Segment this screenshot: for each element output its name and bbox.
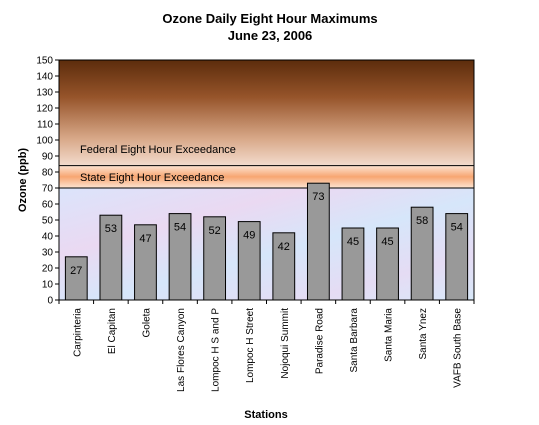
x-tick-label: Lompoc H Street [245, 308, 256, 383]
threshold-bands: State Eight Hour Exceedance Federal Eight… [58, 59, 475, 301]
bar-value-label: 45 [347, 236, 359, 248]
x-tick-label: Las Flores Canyon [176, 308, 187, 392]
chart-subtitle: June 23, 2006 [228, 28, 313, 43]
x-tick-label: Lompoc H S and P [211, 308, 222, 392]
x-axis: Carpinteria El Capitan Goleta Las Flores Ca… [58, 299, 475, 392]
x-tick-label: Santa Barbara [349, 308, 360, 373]
x-tick-label: Carpinteria [72, 308, 83, 357]
y-tick-label: 60 [42, 200, 54, 211]
bar-value-label: 47 [139, 233, 151, 245]
y-tick-label: 120 [36, 104, 53, 115]
bar [64, 256, 88, 301]
y-tick-label: 130 [36, 88, 53, 99]
y-tick-label: 40 [42, 232, 54, 243]
x-tick-label: Santa Maria [384, 308, 395, 362]
state-exceedance-band [59, 165, 474, 188]
y-tick-label: 0 [47, 296, 53, 307]
threshold-label: Federal Eight Hour Exceedance [80, 144, 236, 156]
y-tick-label: 90 [42, 152, 54, 163]
y-tick-label: 110 [37, 120, 53, 131]
bar-value-label: 73 [312, 191, 324, 203]
y-tick-label: 70 [42, 184, 54, 195]
y-tick-label: 50 [42, 216, 54, 227]
bar-value-label: 42 [278, 241, 290, 253]
y-axis: 0 10 20 30 40 50 60 70 80 90 100 110 120 130 140 150 [36, 56, 60, 307]
chart-title: Ozone Daily Eight Hour Maximums [162, 11, 377, 26]
y-tick-label: 100 [36, 136, 53, 147]
bar-value-label: 54 [174, 222, 186, 234]
bar-value-label: 58 [416, 215, 428, 227]
bar-value-label: 49 [243, 230, 255, 242]
x-tick-label: VAFB South Base [453, 308, 464, 388]
y-tick-label: 150 [36, 56, 53, 67]
x-tick-label: Nojoqui Summit [280, 308, 291, 379]
x-tick-label: Paradise Road [314, 308, 325, 374]
bar-value-label: 45 [381, 236, 393, 248]
y-tick-label: 80 [42, 168, 54, 179]
x-tick-label: Santa Ynez [418, 308, 429, 360]
x-tick-label: Goleta [141, 308, 152, 338]
x-tick-label: El Capitan [107, 308, 118, 354]
bar-series: 27 53 47 54 52 49 42 73 45 45 58 54 [64, 182, 469, 301]
y-tick-label: 30 [42, 248, 54, 259]
y-tick-label: 10 [42, 280, 54, 291]
bar-value-label: 54 [451, 222, 463, 234]
threshold-label: State Eight Hour Exceedance [80, 172, 224, 184]
y-tick-label: 20 [42, 264, 54, 275]
y-tick-label: 140 [36, 72, 53, 83]
y-axis-title: Ozone (ppb) [17, 148, 29, 212]
federal-exceedance-band [59, 60, 474, 166]
x-axis-title: Stations [244, 409, 287, 421]
below-standard-band [59, 188, 474, 300]
bar-value-label: 27 [70, 265, 82, 277]
bar-value-label: 52 [209, 225, 221, 237]
bar-value-label: 53 [105, 223, 117, 235]
